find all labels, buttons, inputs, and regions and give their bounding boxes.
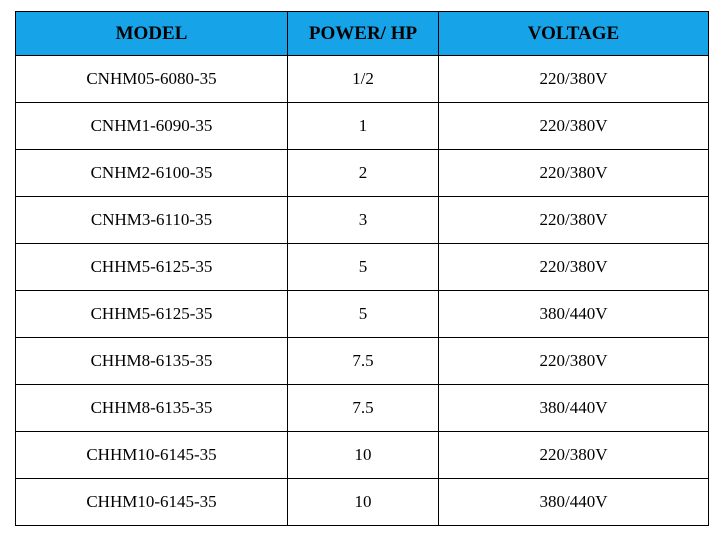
table-cell: 3 <box>287 196 439 244</box>
header-row: MODEL POWER/ HP VOLTAGE <box>15 11 709 56</box>
table-cell: 220/380V <box>438 102 709 150</box>
table-row: CNHM2-6100-35 2 220/380V <box>15 149 709 197</box>
table-cell: 7.5 <box>287 384 439 432</box>
table-row: CNHM05-6080-35 1/2 220/380V <box>15 55 709 103</box>
table-row: CNHM1-6090-35 1 220/380V <box>15 102 709 150</box>
table-row: CNHM3-6110-35 3 220/380V <box>15 196 709 244</box>
table-cell: 220/380V <box>438 196 709 244</box>
table-cell: 1 <box>287 102 439 150</box>
spec-table: MODEL POWER/ HP VOLTAGE CNHM05-6080-35 1/2 2… <box>15 11 709 526</box>
table-cell: CHHM5-6125-35 <box>15 243 288 291</box>
table-cell: 220/380V <box>438 149 709 197</box>
table-cell: CHHM8-6135-35 <box>15 384 288 432</box>
table-row: CHHM8-6135-35 7.5 220/380V <box>15 337 709 385</box>
table-cell: CNHM05-6080-35 <box>15 55 288 103</box>
table-cell: 2 <box>287 149 439 197</box>
header-cell: POWER/ HP <box>287 11 439 56</box>
table-cell: 220/380V <box>438 337 709 385</box>
table-cell: 1/2 <box>287 55 439 103</box>
table-cell: CHHM10-6145-35 <box>15 478 288 526</box>
header-cell: VOLTAGE <box>438 11 709 56</box>
table-cell: 380/440V <box>438 384 709 432</box>
table-cell: 220/380V <box>438 55 709 103</box>
table-cell: 380/440V <box>438 290 709 338</box>
table-header: MODEL POWER/ HP VOLTAGE <box>15 11 709 56</box>
table-cell: CNHM3-6110-35 <box>15 196 288 244</box>
table-cell: CHHM10-6145-35 <box>15 431 288 479</box>
table-row: CHHM10-6145-35 10 220/380V <box>15 431 709 479</box>
table-cell: CNHM2-6100-35 <box>15 149 288 197</box>
table-cell: 380/440V <box>438 478 709 526</box>
table-body: CNHM05-6080-35 1/2 220/380V CNHM1-6090-35 1 2… <box>15 55 709 526</box>
table-row: CHHM5-6125-35 5 220/380V <box>15 243 709 291</box>
table-cell: 10 <box>287 478 439 526</box>
table-cell: 220/380V <box>438 243 709 291</box>
table-cell: 5 <box>287 243 439 291</box>
table-cell: 7.5 <box>287 337 439 385</box>
table-row: CHHM8-6135-35 7.5 380/440V <box>15 384 709 432</box>
table-row: CHHM5-6125-35 5 380/440V <box>15 290 709 338</box>
table-cell: CNHM1-6090-35 <box>15 102 288 150</box>
table-cell: 5 <box>287 290 439 338</box>
table-cell: CHHM8-6135-35 <box>15 337 288 385</box>
header-cell: MODEL <box>15 11 288 56</box>
table-row: CHHM10-6145-35 10 380/440V <box>15 478 709 526</box>
table-cell: CHHM5-6125-35 <box>15 290 288 338</box>
table-cell: 220/380V <box>438 431 709 479</box>
table-cell: 10 <box>287 431 439 479</box>
